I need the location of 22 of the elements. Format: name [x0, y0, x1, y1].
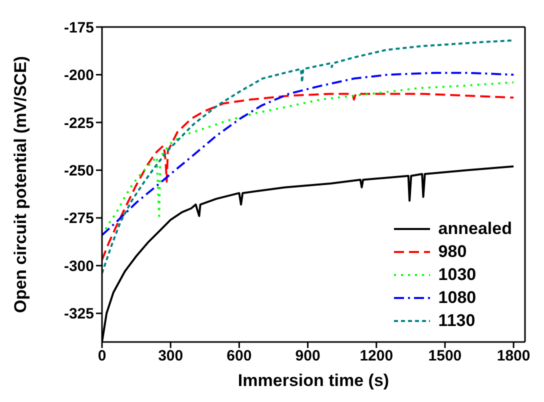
x-tick-label: 1800: [496, 348, 530, 365]
legend-label: 1080: [438, 287, 476, 309]
legend-label: 980: [438, 241, 467, 263]
y-tick-label: -175: [64, 19, 94, 36]
x-tick-label: 900: [295, 348, 320, 365]
line-series: [102, 92, 515, 261]
x-axis-title: Immersion time (s): [238, 371, 390, 390]
y-axis-title: Open circuit potential (mV/SCE): [11, 56, 30, 313]
legend-label: annealed: [438, 218, 512, 240]
legend-label: 1130: [438, 310, 476, 332]
y-tick-label: -225: [64, 114, 94, 132]
y-tick-label: -200: [64, 67, 94, 84]
x-tick-label: 1500: [428, 348, 462, 365]
x-tick-label: 1200: [360, 348, 394, 365]
x-tick-label: 600: [226, 348, 252, 365]
x-tick-label: 300: [158, 348, 184, 365]
x-tick-label: 0: [98, 348, 106, 365]
y-tick-label: -250: [64, 162, 94, 180]
y-tick-label: -275: [64, 210, 94, 228]
y-tick-label: -325: [64, 306, 94, 323]
legend-label: 1030: [438, 264, 476, 286]
y-tick-label: -300: [64, 258, 94, 275]
